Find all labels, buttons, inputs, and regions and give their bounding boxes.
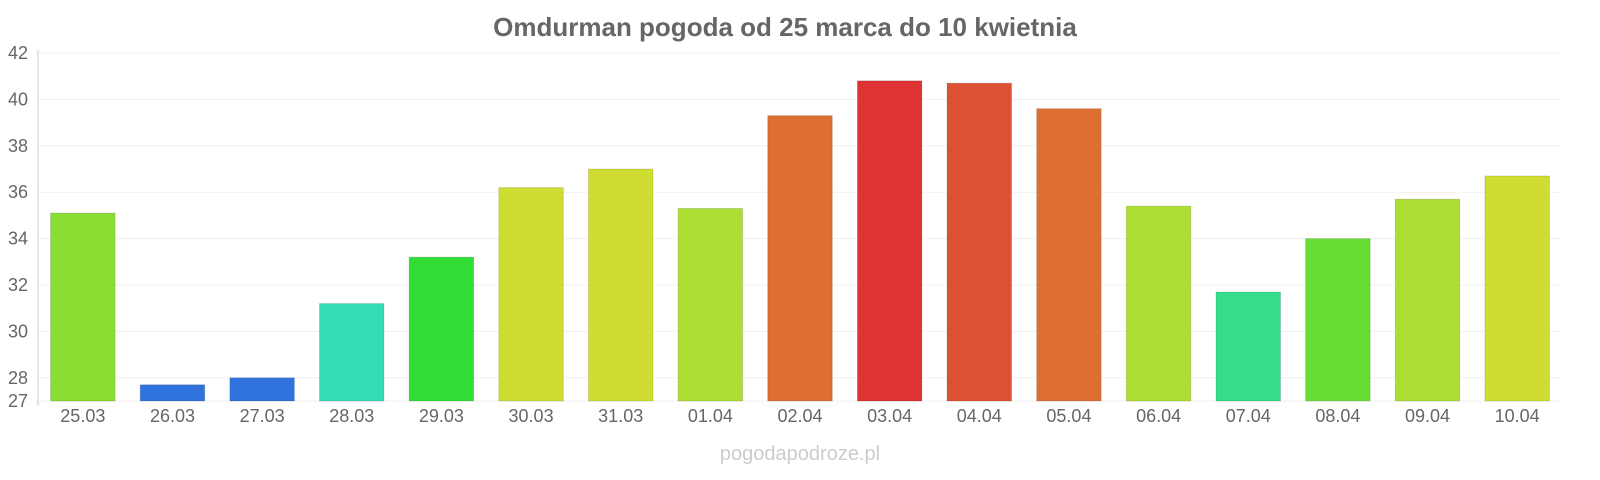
- x-tick-label: 02.04: [777, 406, 822, 426]
- bar: [1484, 175, 1550, 402]
- x-tick-label: 10.04: [1495, 406, 1540, 426]
- watermark: pogodapodroze.pl: [720, 443, 880, 465]
- bar: [1215, 291, 1282, 402]
- x-tick-label: 03.04: [867, 406, 912, 426]
- x-tick-label: 25.03: [60, 406, 105, 426]
- y-tick-label: 34: [8, 229, 28, 249]
- x-tick-label: 05.04: [1046, 406, 1091, 426]
- y-tick-label: 30: [8, 321, 28, 341]
- bar: [50, 212, 116, 402]
- bar: [1305, 238, 1371, 402]
- bar: [1125, 205, 1192, 402]
- x-tick-label: 09.04: [1405, 406, 1450, 426]
- bar: [139, 384, 206, 402]
- bar: [946, 82, 1013, 402]
- x-tick-label: 29.03: [419, 406, 464, 426]
- bar: [229, 377, 295, 402]
- y-tick-label: 36: [8, 182, 28, 202]
- y-tick-label: 42: [8, 43, 28, 63]
- x-tick-label: 28.03: [329, 406, 374, 426]
- y-tick-label: 40: [8, 89, 28, 109]
- x-tick-label: 30.03: [509, 406, 554, 426]
- y-tick-label: 32: [8, 275, 28, 295]
- bar: [856, 80, 923, 402]
- bar: [587, 168, 654, 402]
- x-tick-label: 06.04: [1136, 406, 1181, 426]
- bar: [498, 187, 564, 402]
- bar: [408, 256, 475, 402]
- chart-title: Omdurman pogoda od 25 marca do 10 kwietn…: [493, 12, 1077, 42]
- bar: [1036, 108, 1102, 402]
- x-tick-label: 27.03: [240, 406, 285, 426]
- y-tick-label: 38: [8, 136, 28, 156]
- x-tick-label: 04.04: [957, 406, 1002, 426]
- bar: [1394, 198, 1461, 402]
- x-tick-label: 01.04: [688, 406, 733, 426]
- x-tick-label: 31.03: [598, 406, 643, 426]
- x-tick-label: 26.03: [150, 406, 195, 426]
- x-tick-label: 07.04: [1226, 406, 1271, 426]
- y-tick-label: 27: [8, 391, 28, 411]
- bar: [767, 115, 833, 402]
- bar: [318, 303, 385, 402]
- x-tick-label: 08.04: [1315, 406, 1360, 426]
- y-tick-label: 28: [8, 368, 28, 388]
- bar: [677, 207, 744, 402]
